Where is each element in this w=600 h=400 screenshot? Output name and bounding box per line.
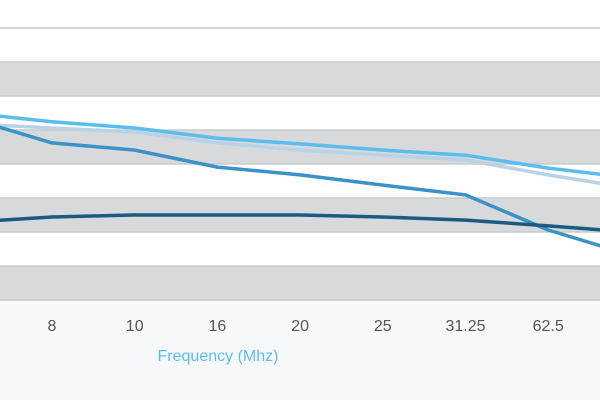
x-tick-label: 16 (209, 318, 227, 335)
x-labels: 8 10 16 20 25 31.25 62.5 (48, 318, 564, 335)
bands (0, 62, 600, 300)
series-line (0, 125, 600, 248)
band (0, 62, 600, 96)
x-tick-label: 25 (374, 318, 392, 335)
x-tick-label: 8 (48, 318, 57, 335)
series-line (0, 123, 600, 185)
x-tick-label: 10 (126, 318, 144, 335)
lines (0, 114, 600, 248)
series-line (0, 114, 600, 177)
series-line (0, 213, 600, 232)
axis-area (0, 300, 600, 400)
x-tick-label: 31.25 (445, 318, 485, 335)
x-tick-label: 20 (291, 318, 309, 335)
x-axis-title: Frequency (Mhz) (158, 348, 279, 365)
x-tick-label: 62.5 (533, 318, 564, 335)
band (0, 266, 600, 300)
